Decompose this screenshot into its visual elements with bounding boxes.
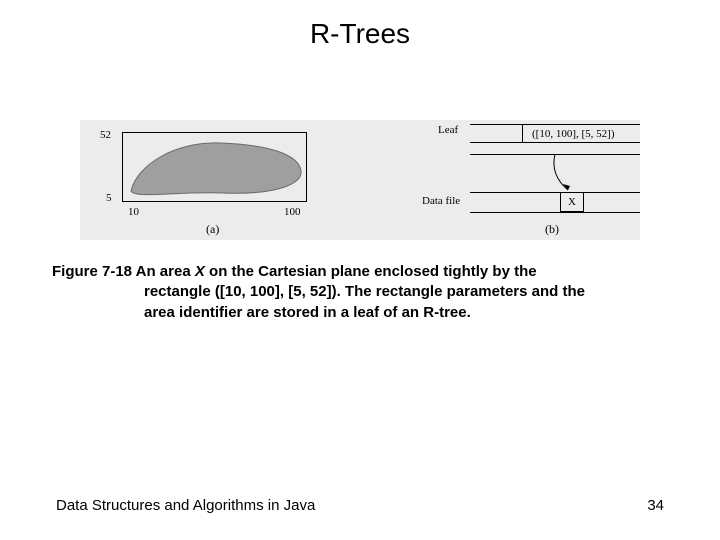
x-label: X (568, 196, 576, 208)
x-box: X (560, 192, 584, 212)
figure-container: 52 5 10 100 (a) Leaf ([10, 100], [5, 52]… (80, 120, 640, 240)
pointer-arrow (360, 120, 640, 240)
caption-line1b: on the Cartesian plane enclosed tightly … (205, 263, 537, 280)
y-min-label: 5 (106, 192, 112, 204)
caption-line3: area identifier are stored in a leaf of … (52, 303, 471, 323)
file-line-1 (470, 192, 640, 193)
panel-a-label: (a) (206, 222, 219, 237)
file-line-2 (470, 212, 640, 213)
page-number: 34 (647, 497, 664, 514)
area-shape (123, 133, 308, 203)
caption-x: X (195, 263, 205, 280)
footer-book-title: Data Structures and Algorithms in Java (56, 497, 315, 514)
caption-prefix: Figure 7-18 (52, 263, 132, 280)
panel-b-label: (b) (545, 222, 559, 237)
x-max-label: 100 (284, 206, 301, 218)
y-max-label: 52 (100, 129, 111, 141)
page-title: R-Trees (0, 0, 720, 50)
bounding-rectangle (122, 132, 307, 202)
caption-line2: rectangle ([10, 100], [5, 52]). The rect… (52, 282, 585, 302)
x-min-label: 10 (128, 206, 139, 218)
datafile-label: Data file (422, 195, 460, 207)
figure-caption: Figure 7-18 An area X on the Cartesian p… (52, 262, 662, 323)
panel-a: 52 5 10 100 (a) (80, 120, 335, 240)
caption-line1a: An area (132, 263, 195, 280)
panel-b: Leaf ([10, 100], [5, 52]) Data file X (b… (360, 120, 640, 240)
